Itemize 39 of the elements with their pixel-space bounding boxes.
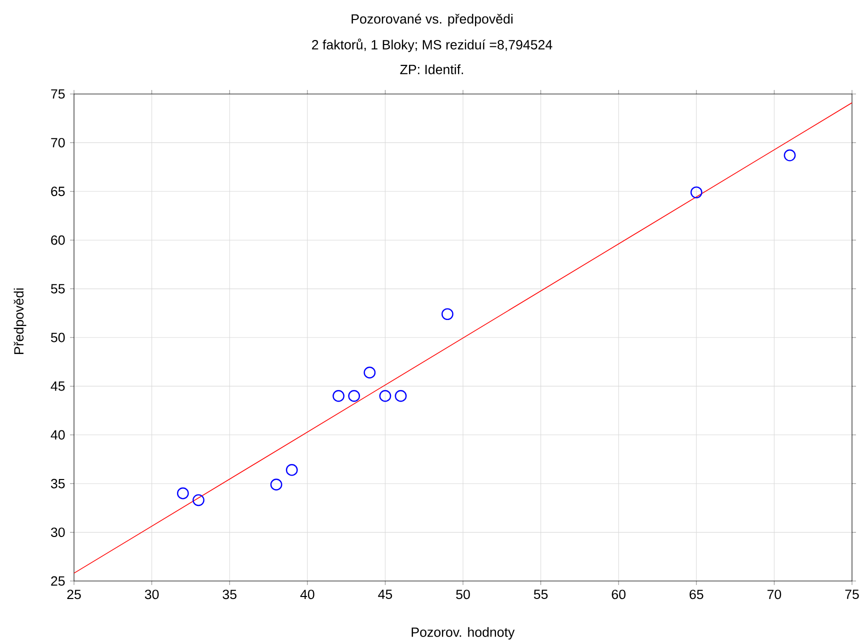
x-tick-label: 65 [690, 590, 704, 600]
x-tick-label: 30 [144, 590, 159, 600]
x-tick-label: 25 [67, 590, 81, 600]
text: ZP: Identif. [400, 64, 464, 74]
x-tick-label: 70 [767, 590, 782, 600]
x-tick-label: 50 [456, 590, 470, 600]
point [176, 487, 189, 500]
y-tick-label: 60 [51, 235, 65, 245]
point [442, 308, 454, 320]
point [286, 464, 298, 476]
point [379, 390, 392, 402]
x-tick-label: 35 [222, 590, 236, 600]
point [784, 149, 796, 162]
y-tick-label: 25 [51, 576, 65, 586]
y-tick-label: 75 [51, 89, 65, 99]
y-tick-label: 35 [50, 478, 65, 488]
y-tick-label: 50 [51, 332, 65, 342]
y-tick-label: 45 [50, 382, 65, 391]
x-tick-label: 60 [612, 590, 626, 600]
point [394, 390, 407, 402]
point [348, 390, 360, 402]
point [332, 390, 344, 402]
point [690, 186, 702, 198]
x-tick-label: 40 [300, 590, 314, 600]
point [364, 366, 376, 378]
point [270, 478, 282, 491]
y-tick-label: 65 [51, 186, 65, 196]
y-tick-label: 30 [50, 528, 65, 538]
chart-title: Pozorované vs. předpovědi [352, 14, 512, 26]
y-tick-label: 70 [51, 138, 65, 148]
y-tick-label: 40 [50, 430, 65, 440]
chart-subtitle: 2 faktorů, 1 Bloky; MS reziduí =8,794524 [312, 38, 552, 52]
x-tick-label: 75 [845, 590, 859, 600]
y-axis-title: Předpovědi [14, 288, 26, 354]
point [192, 494, 204, 506]
y-tick-label: 55 [51, 284, 65, 294]
x-axis-title: Pozorov. hodnoty [412, 627, 515, 640]
x-tick-label: 55 [534, 590, 548, 600]
x-tick-label: 45 [378, 590, 392, 600]
